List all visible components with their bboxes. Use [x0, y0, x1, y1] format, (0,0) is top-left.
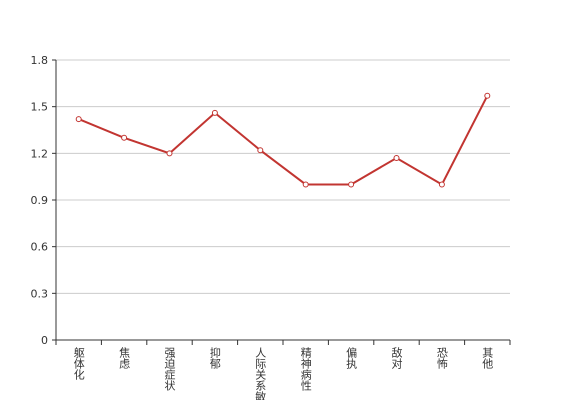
x-tick-label: 抑郁	[208, 346, 221, 369]
point	[257, 147, 264, 154]
y-tick-label: 0.9	[31, 194, 49, 207]
x-tick-label: 强迫症状	[163, 347, 176, 391]
point	[302, 181, 309, 188]
point	[438, 181, 445, 188]
x-tick-label: 恐怖	[435, 347, 448, 369]
point	[166, 150, 173, 157]
y-tick-label: 1.5	[31, 101, 49, 114]
point	[484, 92, 491, 99]
x-tick-label: 躯体化	[72, 347, 85, 381]
x-tick-label: 焦虑	[118, 347, 131, 369]
x-tick-label: 偏执	[345, 346, 358, 370]
point	[393, 155, 400, 161]
x-tick-label: 精神病性	[299, 347, 312, 392]
y-tick-label: 0	[41, 334, 48, 347]
x-tick-label: 人际关系敏感	[254, 347, 267, 400]
y-tick-label: 0.6	[31, 241, 49, 254]
point	[75, 116, 82, 123]
x-tick-label: 其他	[481, 347, 494, 369]
x-tick-label: 敌对	[390, 346, 403, 369]
y-tick-label: 1.8	[31, 54, 49, 67]
point	[121, 134, 128, 141]
line	[78, 95, 489, 186]
y-tick-label: 0.3	[31, 287, 49, 300]
y-tick-label: 1.2	[31, 147, 49, 160]
point	[348, 181, 355, 188]
point	[211, 109, 218, 116]
